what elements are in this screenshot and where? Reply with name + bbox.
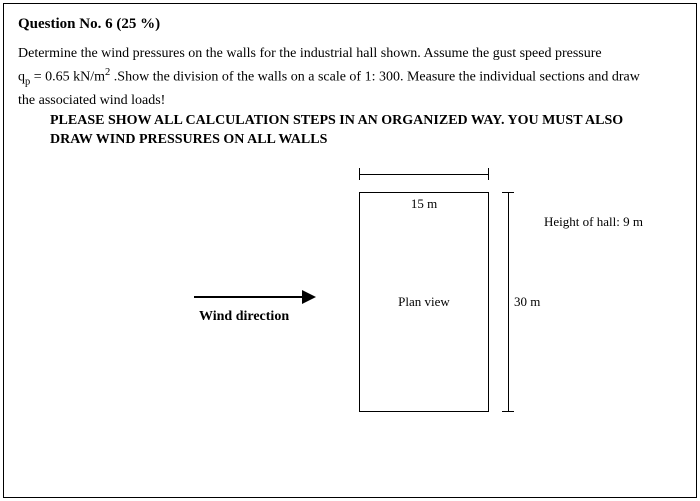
question-body-line1: Determine the wind pressures on the wall…: [18, 45, 682, 64]
page-border: Question No. 6 (25 %) Determine the wind…: [3, 3, 697, 498]
plan-view-label: Plan view: [398, 294, 450, 310]
wind-direction-label: Wind direction: [199, 309, 289, 325]
diagram-area: 15 m Plan view 30 m Height of hall: 9 m …: [4, 154, 696, 497]
plan-view-box: Plan view: [359, 192, 489, 412]
question-title: Question No. 6 (25 %): [18, 16, 682, 33]
qp-rest: .Show the division of the walls on a sca…: [110, 70, 640, 85]
bold-instruction-line2: DRAW WIND PRESSURES ON ALL WALLS: [18, 131, 682, 150]
top-dim-line: [359, 174, 489, 175]
question-body-line2: qp = 0.65 kN/m2 .Show the division of th…: [18, 66, 682, 90]
bold-instruction-line1: PLEASE SHOW ALL CALCULATION STEPS IN AN …: [18, 112, 682, 131]
height-of-hall-label: Height of hall: 9 m: [544, 214, 643, 230]
qp-mid: = 0.65 kN/m: [30, 70, 105, 85]
right-dim-label: 30 m: [514, 294, 540, 310]
right-dim-line: [508, 192, 509, 412]
question-body-line3: the associated wind loads!: [18, 92, 682, 111]
wind-arrow-head-icon: [302, 290, 316, 304]
qp-q: q: [18, 70, 25, 85]
wind-arrow-line: [194, 296, 304, 298]
